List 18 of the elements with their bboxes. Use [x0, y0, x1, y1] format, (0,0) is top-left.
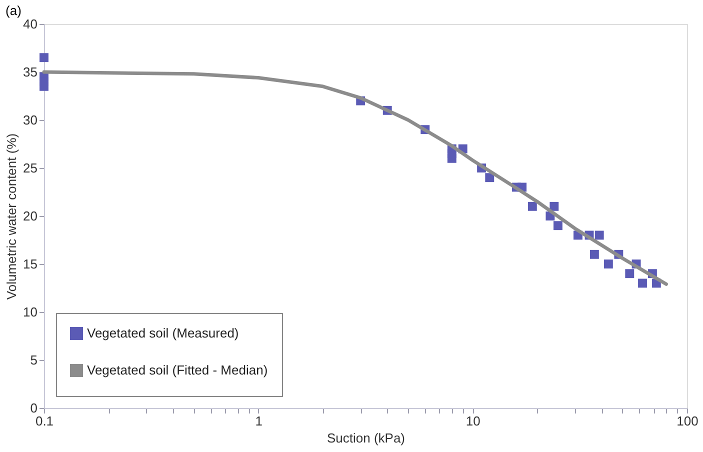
chart-title: (a) [6, 3, 22, 18]
y-tick-label: 5 [30, 352, 38, 368]
x-tick-label: 100 [676, 414, 698, 428]
y-tick-label: 0 [30, 400, 38, 416]
legend-label: Vegetated soil (Fitted - Median) [87, 362, 268, 378]
y-tick-label: 25 [23, 160, 38, 176]
y-tick-label: 10 [23, 304, 38, 320]
x-axis-title: Suction (kPa) [326, 430, 406, 446]
x-tick-label: 1 [255, 414, 262, 428]
y-tick-label: 30 [23, 112, 38, 128]
y-tick-label: 35 [23, 64, 38, 80]
y-tick-label: 40 [23, 16, 38, 32]
y-axis-title: Volumetric water content (%) [4, 133, 20, 300]
x-tick-label: 10 [466, 414, 480, 428]
legend-label: Vegetated soil (Measured) [87, 326, 239, 340]
x-tick-label: 0.1 [35, 414, 54, 428]
y-tick-label: 20 [23, 208, 38, 224]
y-tick-label: 15 [23, 256, 38, 272]
